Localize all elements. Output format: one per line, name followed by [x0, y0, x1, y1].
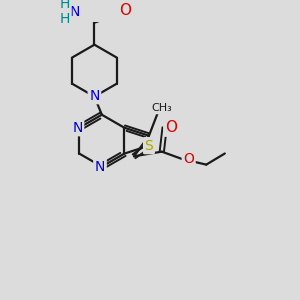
Text: N: N — [70, 5, 80, 19]
Text: N: N — [95, 160, 105, 174]
Text: CH₃: CH₃ — [152, 103, 172, 113]
Text: O: O — [165, 120, 177, 135]
Text: H: H — [60, 12, 70, 26]
Text: N: N — [89, 88, 100, 103]
Text: N: N — [72, 121, 83, 135]
Text: H: H — [60, 0, 70, 11]
Text: O: O — [119, 3, 131, 18]
Text: S: S — [145, 139, 153, 153]
Text: O: O — [183, 152, 194, 166]
